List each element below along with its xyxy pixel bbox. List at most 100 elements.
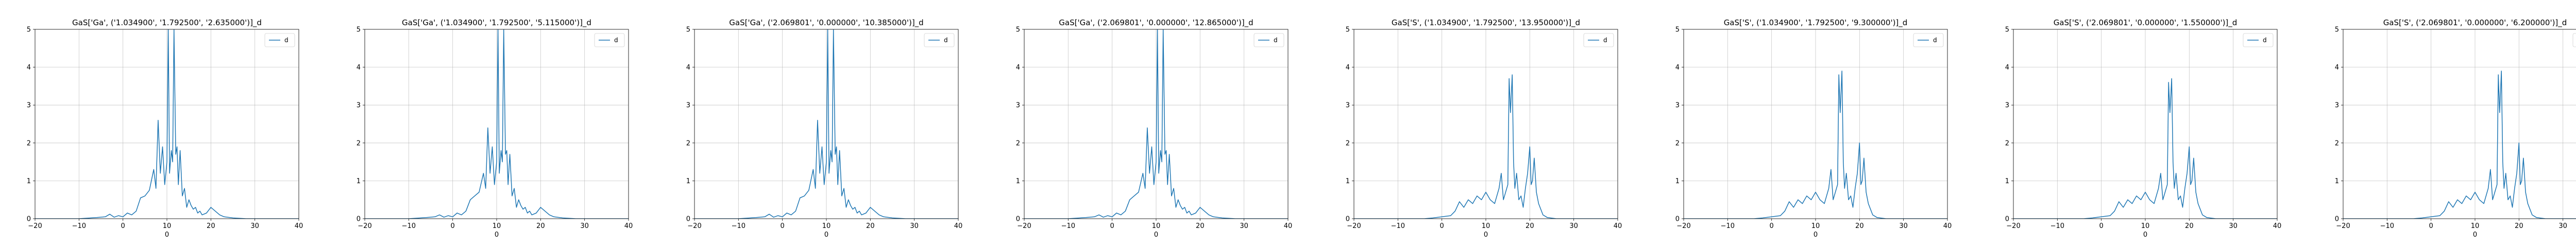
legend: d xyxy=(1253,33,1284,47)
x-tick-label: 20 xyxy=(2515,222,2523,230)
x-tick-label: 0 xyxy=(1770,222,1774,230)
y-tick-label: 0 xyxy=(1346,216,1350,223)
legend-label: d xyxy=(2263,37,2267,44)
y-tick-label: 1 xyxy=(1675,178,1680,185)
y-tick-label: 4 xyxy=(357,64,361,72)
y-tick-label: 0 xyxy=(2335,216,2339,223)
x-tick-label: −20 xyxy=(2006,222,2020,230)
x-tick-label: −20 xyxy=(1347,222,1361,230)
series-line-d xyxy=(1024,29,1288,219)
x-axis-label: 0 xyxy=(1814,231,1818,239)
y-tick-label: 1 xyxy=(27,178,31,185)
x-tick-label: 30 xyxy=(2229,222,2238,230)
x-tick-label: 30 xyxy=(1240,222,1248,230)
y-tick-label: 3 xyxy=(1675,102,1680,110)
x-tick-label: 0 xyxy=(451,222,455,230)
legend-label: d xyxy=(944,37,948,44)
legend: d xyxy=(924,33,955,47)
series-line-d xyxy=(1354,74,1618,219)
legend-label: d xyxy=(1603,37,1607,44)
y-tick-label: 0 xyxy=(1016,216,1020,223)
x-axis-label: 0 xyxy=(824,231,828,239)
y-tick-label: 2 xyxy=(2005,139,2009,147)
x-tick-label: 30 xyxy=(580,222,589,230)
legend: d xyxy=(594,33,625,47)
x-tick-label: 0 xyxy=(2099,222,2104,230)
y-tick-label: 1 xyxy=(357,178,361,185)
x-tick-label: 40 xyxy=(1943,222,1952,230)
x-tick-label: 10 xyxy=(822,222,831,230)
x-tick-label: −20 xyxy=(28,222,42,230)
x-tick-label: 30 xyxy=(910,222,919,230)
y-tick-label: 3 xyxy=(2335,102,2339,110)
legend: d xyxy=(2243,33,2274,47)
x-tick-label: 20 xyxy=(207,222,215,230)
x-axis-label: 0 xyxy=(2473,231,2477,239)
y-tick-label: 2 xyxy=(357,139,361,147)
y-tick-label: 2 xyxy=(27,139,31,147)
y-tick-label: 5 xyxy=(357,26,361,34)
chart-title: GaS['S', ('2.069801', '0.000000', '6.200… xyxy=(2383,18,2567,28)
series-line-d xyxy=(365,29,629,219)
legend: d xyxy=(264,33,295,47)
legend: d xyxy=(1913,33,1944,47)
y-tick-label: 1 xyxy=(2005,178,2009,185)
x-tick-label: 30 xyxy=(2558,222,2567,230)
x-tick-label: 10 xyxy=(1482,222,1490,230)
chart-title: GaS['S', ('1.034900', '1.792500', '13.95… xyxy=(1392,18,1580,28)
chart-title: GaS['Ga', ('2.069801', '0.000000', '12.8… xyxy=(1059,18,1253,28)
x-tick-label: −10 xyxy=(2380,222,2394,230)
y-tick-label: 5 xyxy=(1675,26,1680,34)
chart-title: GaS['Ga', ('1.034900', '1.792500', '5.11… xyxy=(402,18,591,28)
y-tick-label: 3 xyxy=(686,102,690,110)
x-tick-label: 30 xyxy=(250,222,259,230)
y-tick-label: 0 xyxy=(1675,216,1680,223)
y-tick-label: 5 xyxy=(27,26,31,34)
x-tick-label: 20 xyxy=(536,222,545,230)
chart-title: GaS['S', ('2.069801', '0.000000', '1.550… xyxy=(2054,18,2238,28)
plot-area xyxy=(2343,29,2576,219)
y-tick-label: 2 xyxy=(1675,139,1680,147)
legend-label: d xyxy=(1933,37,1937,44)
legend-label: d xyxy=(614,37,618,44)
y-tick-label: 3 xyxy=(1346,102,1350,110)
y-tick-label: 4 xyxy=(1016,64,1020,72)
y-tick-label: 4 xyxy=(27,64,31,72)
series-line-d xyxy=(1684,70,1947,219)
x-tick-label: 40 xyxy=(954,222,963,230)
x-tick-label: −10 xyxy=(72,222,86,230)
x-tick-label: −20 xyxy=(358,222,371,230)
chart-title: GaS['Ga', ('2.069801', '0.000000', '10.3… xyxy=(729,18,923,28)
x-tick-label: 20 xyxy=(866,222,875,230)
y-tick-label: 3 xyxy=(1016,102,1020,110)
x-tick-label: 10 xyxy=(2141,222,2150,230)
x-tick-label: 30 xyxy=(1899,222,1908,230)
x-tick-label: −10 xyxy=(1721,222,1735,230)
y-tick-label: 1 xyxy=(686,178,690,185)
series-line-d xyxy=(35,29,299,219)
x-axis-label: 0 xyxy=(1484,231,1488,239)
chart-title: GaS['S', ('1.034900', '1.792500', '9.300… xyxy=(1724,18,1908,28)
x-axis-label: 0 xyxy=(165,231,169,239)
legend: d xyxy=(1583,33,1614,47)
x-tick-label: −10 xyxy=(732,222,745,230)
x-tick-label: 40 xyxy=(624,222,633,230)
series-line-d xyxy=(2013,78,2277,219)
x-tick-label: 40 xyxy=(295,222,303,230)
series-line-d xyxy=(694,29,958,219)
y-tick-label: 0 xyxy=(357,216,361,223)
x-tick-label: −10 xyxy=(1391,222,1405,230)
x-tick-label: 40 xyxy=(1284,222,1293,230)
x-axis-label: 0 xyxy=(2143,231,2147,239)
x-axis-label: 0 xyxy=(495,231,499,239)
x-tick-label: 10 xyxy=(1811,222,1820,230)
y-tick-label: 4 xyxy=(2005,64,2009,72)
x-axis-label: 0 xyxy=(1154,231,1158,239)
x-tick-label: 0 xyxy=(1110,222,1114,230)
y-tick-label: 5 xyxy=(686,26,690,34)
y-tick-label: 3 xyxy=(357,102,361,110)
